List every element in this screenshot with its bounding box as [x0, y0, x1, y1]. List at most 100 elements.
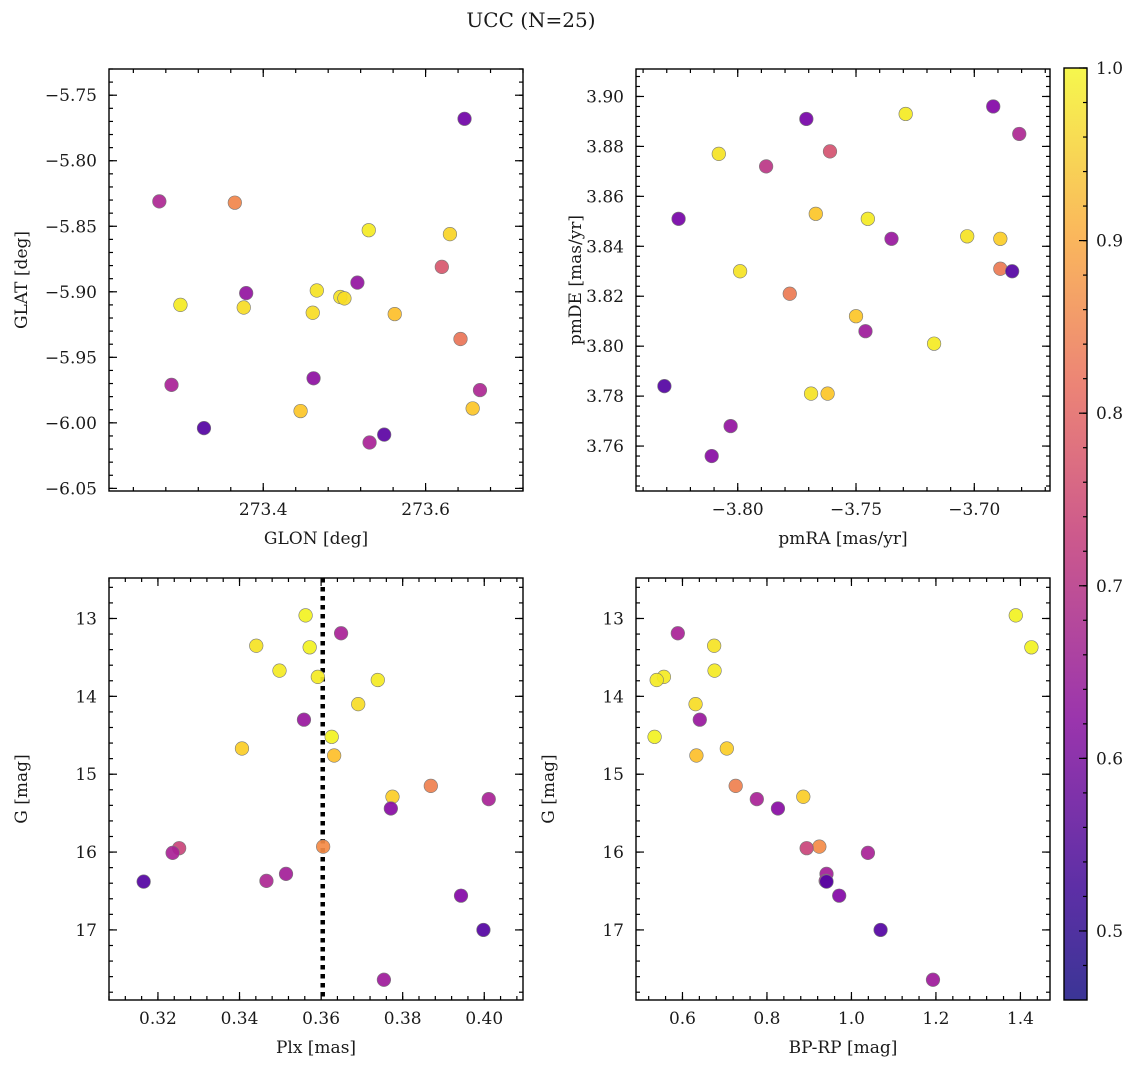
x-tick-label: 1.2: [922, 1009, 949, 1029]
data-point: [860, 845, 876, 860]
data-point: [723, 418, 738, 434]
y-tick-label: 3.88: [586, 137, 624, 157]
data-point: [383, 801, 398, 816]
data-point: [362, 435, 377, 450]
data-point: [152, 194, 167, 209]
plot-frame: [635, 68, 1051, 492]
colorbar-tick-label: 1.0: [1096, 59, 1123, 79]
y-tick-label: 15: [75, 765, 97, 785]
data-point: [749, 792, 764, 807]
x-tick-label: 0.34: [221, 1009, 259, 1029]
data-point: [376, 972, 392, 987]
colorbar-tick-label: 0.8: [1096, 404, 1123, 424]
panel-4: 0.6 0.8 1.0 1.2 1.4 13 14 15 16 17 BP-RP [mag] G [m…: [539, 577, 1051, 1058]
data-point: [960, 229, 975, 244]
data-point: [1008, 608, 1023, 623]
y-axis-label: GLAT [deg]: [12, 231, 32, 329]
x-tick-label: −3.75: [830, 500, 882, 520]
data-point: [803, 386, 819, 401]
data-point: [434, 259, 449, 274]
data-point: [671, 211, 686, 226]
x-tick-label: 273.6: [401, 500, 450, 520]
colorbar-gradient: [1064, 68, 1087, 1000]
y-tick-label: 3.78: [586, 387, 624, 407]
colorbar-tick-label: 0.6: [1096, 749, 1123, 769]
panel-3: 0.32 0.34 0.36 0.38 0.40 13 14 15 16 17 Plx [mas] G…: [12, 577, 524, 1058]
data-point: [647, 729, 662, 744]
y-tick-label: −5.75: [45, 86, 97, 106]
figure-title: UCC (N=25): [466, 8, 595, 32]
data-point: [337, 291, 352, 306]
data-point: [707, 663, 722, 678]
x-tick-label: 273.4: [239, 500, 288, 520]
y-tick-label: 17: [602, 921, 624, 941]
data-point: [302, 640, 317, 655]
data-point: [465, 401, 480, 416]
data-point: [799, 841, 814, 856]
data-point: [310, 669, 325, 684]
x-axis-label: GLON [deg]: [264, 529, 368, 549]
data-point: [819, 874, 834, 889]
y-tick-label: 3.90: [586, 87, 624, 107]
data-point: [707, 638, 722, 653]
data-point: [481, 792, 496, 807]
data-point: [719, 741, 734, 756]
plot-frame: [635, 577, 1051, 1001]
y-tick-label: 14: [75, 687, 97, 707]
data-point: [832, 888, 847, 903]
colorbar-frame: [1063, 67, 1088, 1001]
data-point: [278, 866, 294, 881]
data-point: [993, 261, 1008, 276]
data-point: [759, 159, 774, 174]
plot-frame: [108, 577, 524, 1001]
colorbar-tick-label: 0.9: [1096, 232, 1123, 252]
data-point: [173, 297, 188, 313]
data-point: [649, 672, 664, 688]
y-tick-label: 13: [602, 609, 624, 629]
x-tick-label: −3.80: [712, 500, 764, 520]
data-point: [136, 874, 151, 889]
panel-1: 273.4 273.6 −5.75 −5.80 −5.85 −5.90 −5.95 −6.00…: [12, 68, 524, 549]
data-point: [333, 626, 349, 641]
y-tick-label: −5.90: [45, 283, 97, 303]
data-point: [259, 873, 274, 888]
data-point: [423, 778, 438, 793]
plot-frame: [108, 68, 524, 492]
data-point: [350, 275, 365, 290]
y-axis-label: pmDE [mas/yr]: [566, 215, 586, 345]
y-tick-label: −5.80: [45, 152, 97, 172]
data-point: [309, 283, 324, 298]
colorbar-tick-label: 0.7: [1096, 577, 1123, 597]
y-tick-label: 3.76: [586, 437, 624, 457]
y-tick-label: 17: [75, 921, 97, 941]
y-tick-label: 3.82: [586, 287, 624, 307]
data-point: [657, 379, 672, 394]
x-tick-label: 0.40: [465, 1009, 503, 1029]
x-tick-label: 1.4: [1007, 1009, 1034, 1029]
data-point: [796, 789, 811, 804]
y-tick-label: −5.95: [45, 348, 97, 368]
data-point: [986, 99, 1001, 114]
data-point: [324, 729, 339, 744]
y-tick-label: 14: [602, 687, 624, 707]
data-point: [239, 286, 254, 301]
data-point: [1012, 126, 1027, 142]
data-point: [770, 801, 786, 816]
data-point: [227, 195, 242, 210]
data-point: [234, 741, 250, 756]
data-point: [472, 382, 488, 398]
data-point: [812, 839, 827, 854]
data-point: [692, 712, 707, 727]
data-point: [387, 306, 402, 322]
x-axis-label: Plx [mas]: [276, 1038, 356, 1058]
data-point: [316, 839, 331, 854]
data-point: [453, 888, 469, 903]
y-tick-label: 16: [602, 843, 624, 863]
data-point: [453, 331, 468, 347]
data-point: [820, 386, 835, 401]
data-point: [236, 300, 251, 315]
data-point: [858, 324, 873, 339]
data-point: [898, 106, 913, 122]
data-point: [351, 697, 366, 712]
